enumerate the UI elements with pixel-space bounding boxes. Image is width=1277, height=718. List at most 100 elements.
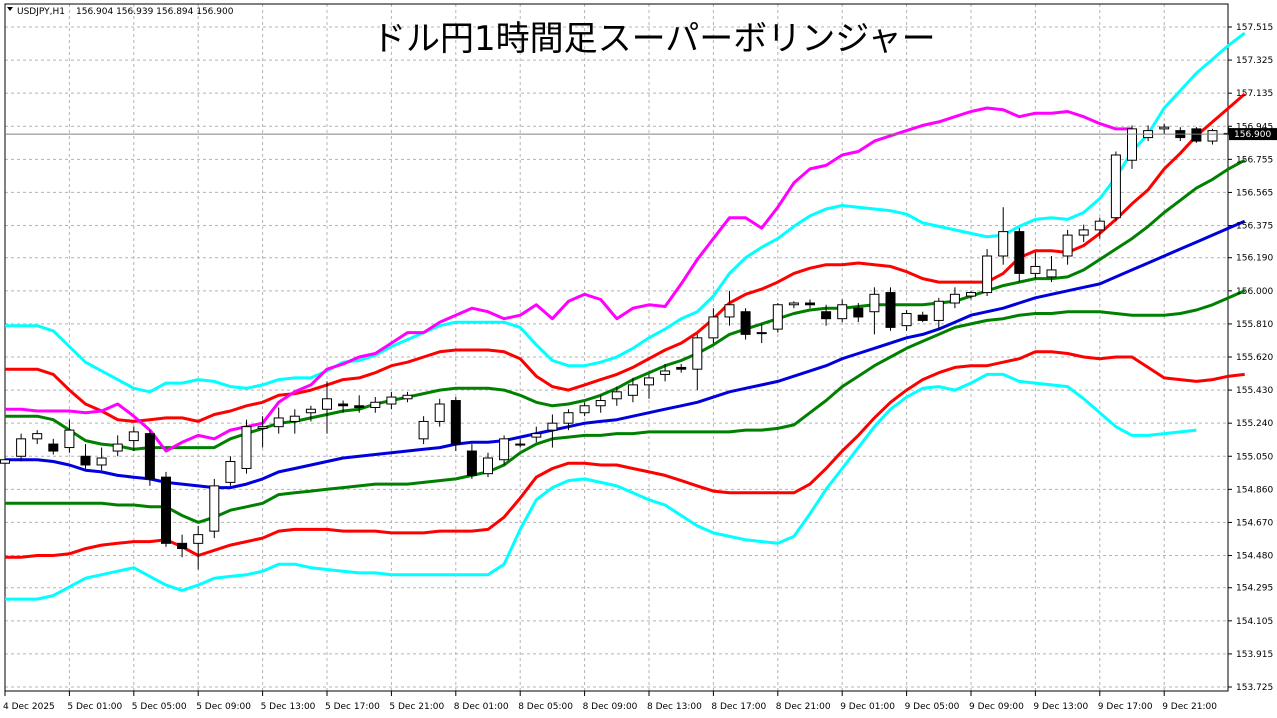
candle-body: [1094, 220, 1105, 231]
candle-body: [837, 304, 848, 320]
y-tick-label: 154.480: [1236, 552, 1273, 562]
candle: [982, 249, 993, 297]
candle-body: [676, 366, 687, 370]
candle-body: [466, 450, 477, 476]
candles: [0, 123, 1234, 570]
candle: [660, 363, 671, 382]
y-tick-label: 156.945: [1236, 122, 1273, 132]
y-tick-label: 154.860: [1236, 485, 1273, 495]
candle: [1062, 229, 1073, 265]
candle-body: [708, 316, 719, 339]
candle-body: [627, 384, 638, 396]
candle-body: [144, 433, 155, 480]
candle-body: [402, 394, 413, 400]
chart-title: ドル円1時間足スーパーボリンジャー: [372, 19, 936, 59]
candle-body: [434, 403, 445, 422]
y-tick-label: 157.515: [1236, 23, 1273, 33]
candle-body: [48, 443, 59, 452]
current-price-label: 156.900: [1234, 130, 1271, 140]
candle-body: [982, 255, 993, 294]
candle-body: [128, 431, 139, 442]
candle: [563, 409, 574, 431]
candle: [821, 304, 832, 326]
candle: [1127, 125, 1137, 169]
y-tick-label: 156.000: [1236, 287, 1273, 297]
candle: [338, 400, 349, 413]
candle-body: [418, 420, 429, 440]
candle: [273, 407, 284, 434]
x-tick-label: 8 Dec 13:00: [647, 702, 702, 712]
candle: [949, 287, 960, 309]
candle-body: [16, 438, 27, 457]
candle-body: [305, 408, 316, 414]
price-badge: 156.900: [1229, 128, 1277, 141]
candle: [998, 207, 1009, 265]
candle-body: [772, 304, 783, 330]
candle: [112, 435, 123, 457]
candle-body: [1030, 265, 1041, 274]
candle: [644, 374, 654, 399]
x-tick-label: 9 Dec 17:00: [1098, 702, 1153, 712]
candle-body: [161, 476, 171, 544]
x-tick-label: 5 Dec 13:00: [261, 702, 316, 712]
candle: [418, 416, 429, 445]
candle-body: [96, 457, 107, 466]
candle-body: [322, 398, 332, 410]
candle: [1159, 123, 1170, 135]
candle: [370, 397, 381, 413]
candle: [515, 438, 526, 448]
candle: [16, 433, 27, 462]
candle: [901, 309, 912, 331]
candle: [1014, 228, 1025, 283]
candle: [1207, 128, 1218, 145]
candle-body: [998, 231, 1009, 257]
collapse-arrow-icon[interactable]: [7, 7, 13, 11]
candle-body: [257, 426, 268, 429]
candle: [1030, 252, 1041, 279]
x-tick-label: 9 Dec 01:00: [840, 702, 895, 712]
series-line: [5, 158, 1246, 451]
candle: [225, 456, 236, 486]
candle-body: [64, 429, 75, 449]
y-tick-label: 156.755: [1236, 155, 1273, 165]
candle: [0, 456, 10, 471]
x-tick-label: 4 Dec 2025: [3, 702, 55, 712]
candle-body: [853, 307, 864, 318]
x-tick-label: 5 Dec 01:00: [67, 702, 122, 712]
candle: [1110, 151, 1121, 222]
candle: [772, 303, 783, 333]
y-tick-label: 155.050: [1236, 452, 1273, 462]
y-tick-label: 154.105: [1236, 617, 1273, 627]
x-tick-label: 9 Dec 05:00: [905, 702, 960, 712]
candle-body: [450, 400, 461, 445]
candle-body: [885, 292, 896, 328]
candle: [402, 391, 413, 403]
candle: [305, 405, 316, 422]
candle: [434, 398, 445, 427]
candle-body: [660, 370, 671, 375]
candle: [933, 297, 944, 330]
y-axis: 157.515 157.325 157.135 156.945 156.755 156.5…: [1228, 23, 1273, 693]
y-tick-label: 153.915: [1236, 650, 1273, 660]
candle-body: [177, 542, 188, 550]
plot-frame: [4, 3, 1229, 692]
candle-body: [949, 293, 960, 304]
candle-body: [595, 400, 606, 407]
candle: [837, 299, 848, 323]
candle-body: [531, 433, 542, 438]
candle-body: [32, 433, 43, 440]
candle-body: [515, 443, 526, 446]
candle-body: [1127, 128, 1137, 161]
candle: [676, 363, 687, 373]
candle-body: [740, 311, 751, 335]
x-tick-label: 8 Dec 09:00: [583, 702, 638, 712]
candle: [611, 386, 622, 406]
candle: [595, 395, 606, 413]
chart-header: USDJPY,H1 156.904 156.939 156.894 156.90…: [7, 7, 234, 17]
candle: [466, 444, 477, 479]
candle-body: [1078, 229, 1089, 236]
candle-body: [644, 377, 654, 386]
candle: [885, 287, 896, 331]
candle: [32, 430, 43, 445]
